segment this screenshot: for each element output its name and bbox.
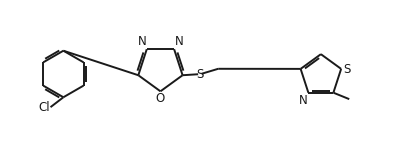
Text: N: N xyxy=(299,94,308,107)
Text: Cl: Cl xyxy=(38,101,49,114)
Text: O: O xyxy=(156,92,165,105)
Text: N: N xyxy=(138,35,146,48)
Text: S: S xyxy=(196,68,204,81)
Text: N: N xyxy=(175,35,183,48)
Text: S: S xyxy=(343,63,350,76)
